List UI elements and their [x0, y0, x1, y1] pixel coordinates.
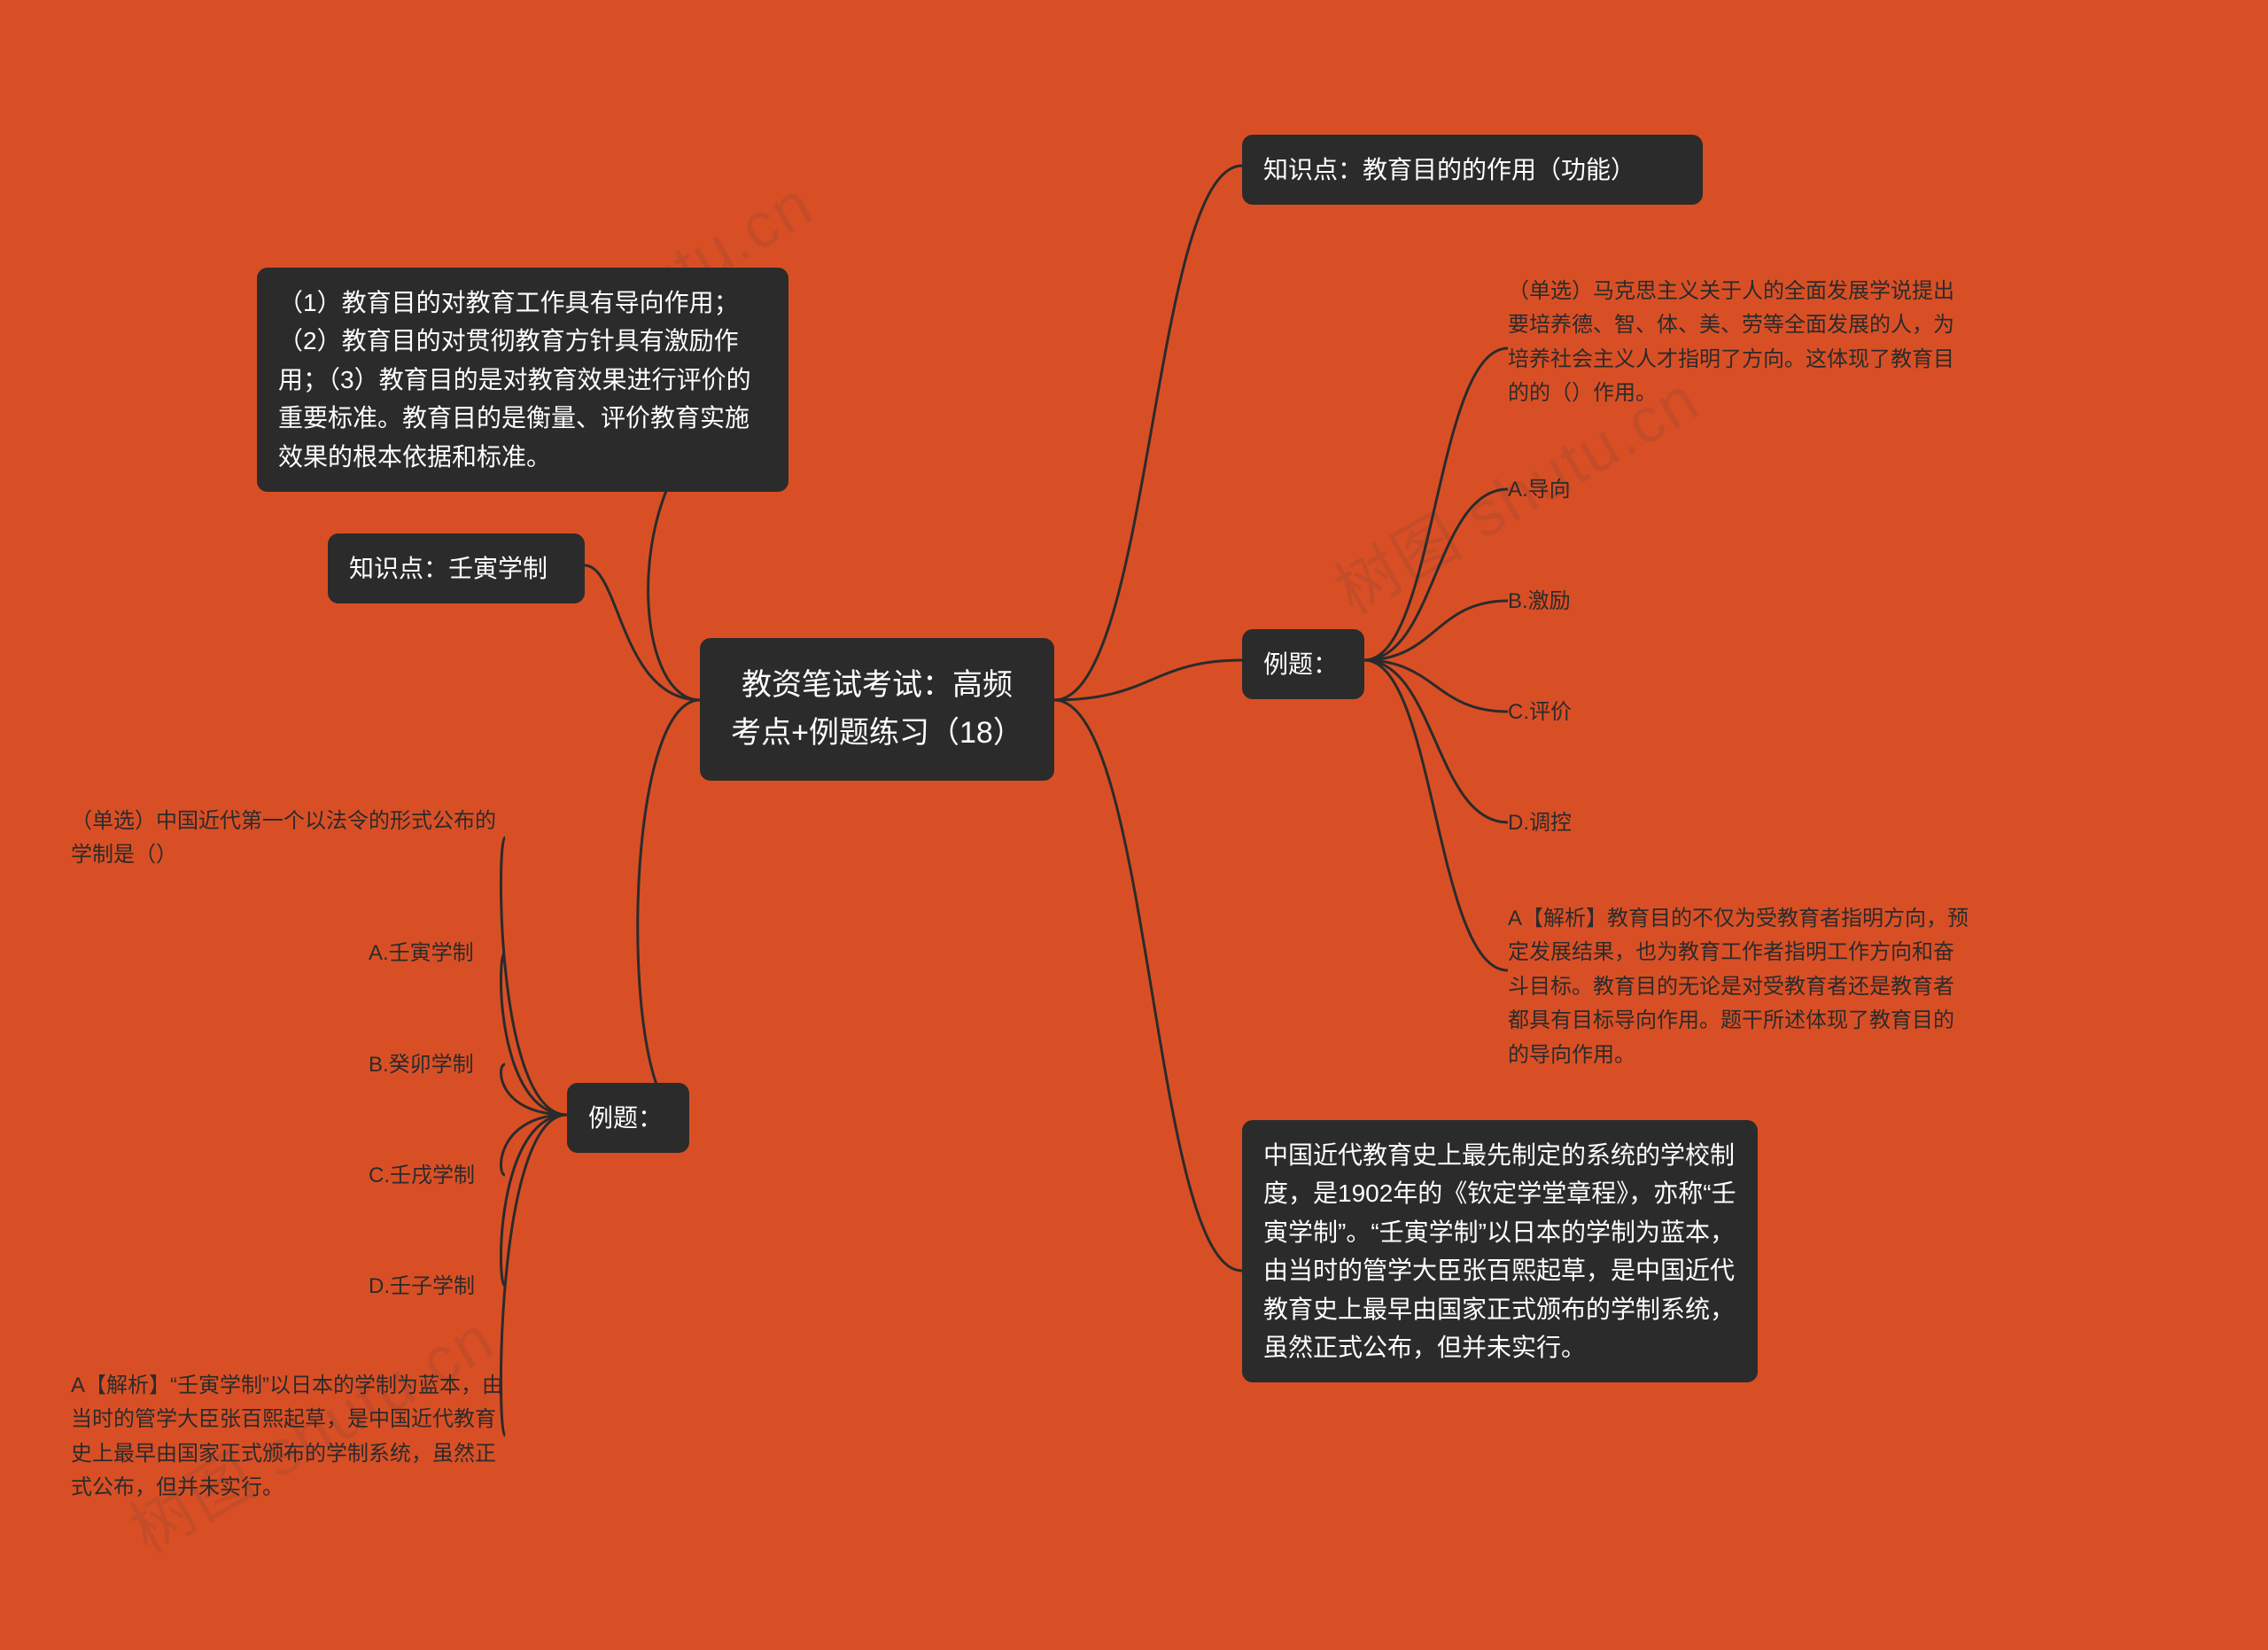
- right-q-c: C.评价: [1508, 696, 1572, 729]
- right-liti-text: 例题：: [1263, 650, 1338, 678]
- left-q-b: B.癸卯学制: [369, 1048, 474, 1082]
- left-liti-node: 例题：: [567, 1083, 689, 1153]
- left-q-c: C.壬戌学制: [369, 1159, 475, 1193]
- left-liti-text: 例题：: [588, 1104, 663, 1132]
- left-paragraph-text: （1）教育目的对教育工作具有导向作用；（2）教育目的对贯彻教育方针具有激励作用；…: [278, 289, 751, 471]
- right-liti-node: 例题：: [1242, 629, 1364, 699]
- root-text: 教资笔试考试：高频考点+例题练习（18）: [731, 668, 1023, 750]
- right-paragraph-text: 中国近代教育史上最先制定的系统的学校制度，是1902年的《钦定学堂章程》，亦称“…: [1263, 1141, 1736, 1361]
- left-kp-text: 知识点：壬寅学制: [349, 555, 548, 582]
- right-q-stem: （单选）马克思主义关于人的全面发展学说提出要培养德、智、体、美、劳等全面发展的人…: [1508, 275, 1969, 411]
- right-q-d: D.调控: [1508, 806, 1572, 840]
- left-q-stem: （单选）中国近代第一个以法令的形式公布的学制是（）: [71, 805, 505, 873]
- mindmap-canvas: 树图 shutu.cn 树图 shutu.cn 树图 shutu.cn 教资笔试…: [0, 0, 2268, 1650]
- right-kp-text: 知识点：教育目的的作用（功能）: [1263, 156, 1635, 183]
- left-q-d: D.壬子学制: [369, 1270, 475, 1304]
- root-node: 教资笔试考试：高频考点+例题练习（18）: [700, 638, 1054, 781]
- left-q-a: A.壬寅学制: [369, 937, 474, 970]
- right-kp-node: 知识点：教育目的的作用（功能）: [1242, 135, 1703, 205]
- left-q-explain: A【解析】“壬寅学制”以日本的学制为蓝本，由当时的管学大臣张百熙起草，是中国近代…: [71, 1369, 505, 1506]
- left-kp-node: 知识点：壬寅学制: [328, 533, 585, 603]
- right-paragraph-node: 中国近代教育史上最先制定的系统的学校制度，是1902年的《钦定学堂章程》，亦称“…: [1242, 1120, 1758, 1382]
- right-q-explain: A【解析】教育目的不仅为受教育者指明方向，预定发展结果，也为教育工作者指明工作方…: [1508, 902, 1969, 1072]
- left-paragraph-node: （1）教育目的对教育工作具有导向作用；（2）教育目的对贯彻教育方针具有激励作用；…: [257, 268, 788, 492]
- right-q-b: B.激励: [1508, 585, 1571, 619]
- right-q-a: A.导向: [1508, 473, 1571, 507]
